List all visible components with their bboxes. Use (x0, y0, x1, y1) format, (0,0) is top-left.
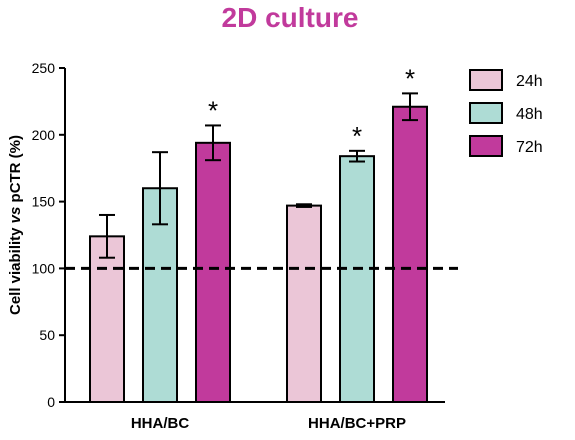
significance-asterisk: * (405, 63, 415, 93)
y-axis-label: Cell viability vs pCTR (%) (7, 135, 24, 315)
y-axis-label-part-2: vs (7, 207, 24, 224)
legend-swatch (469, 102, 503, 124)
significance-asterisk: * (208, 95, 218, 125)
legend-swatch (469, 69, 503, 91)
bar (89, 235, 125, 403)
y-tick-label: 50 (39, 327, 55, 343)
y-tick-label: 200 (32, 127, 56, 143)
bar (286, 204, 322, 403)
legend-swatch (469, 135, 503, 157)
y-tick-label: 250 (32, 60, 56, 76)
x-category-label: HHA/BC (131, 415, 189, 432)
y-axis-label-part-1: Cell viability (7, 223, 24, 315)
y-axis-label-part-3: pCTR (%) (7, 135, 24, 207)
legend-label: 72h (516, 139, 543, 156)
chart-title: 2D culture (222, 2, 359, 33)
x-category-label: HHA/BC+PRP (308, 415, 406, 432)
y-tick-label: 100 (32, 260, 56, 276)
bar (339, 155, 375, 403)
legend-label: 48h (516, 106, 543, 123)
bar (392, 105, 428, 404)
y-tick-label: 150 (32, 194, 56, 210)
bar (195, 141, 231, 403)
y-tick-label: 0 (47, 394, 55, 410)
legend-label: 24h (516, 73, 543, 90)
significance-asterisk: * (352, 121, 362, 151)
